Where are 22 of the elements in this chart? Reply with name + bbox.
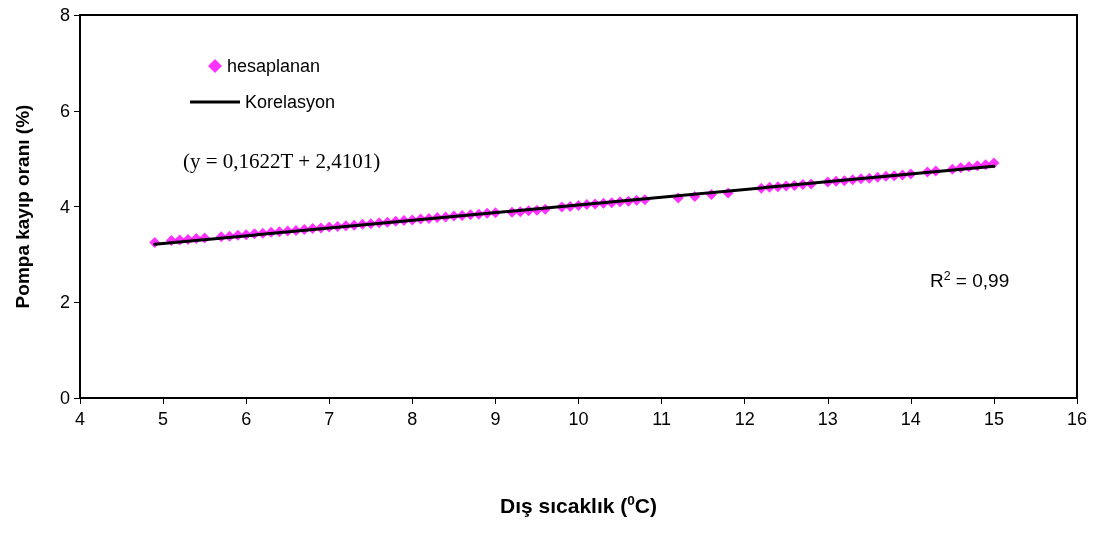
y-tick-label: 4 [59,196,70,217]
y-tick-label: 2 [59,292,70,313]
x-tick-label: 13 [817,409,838,429]
x-tick-label: 16 [1066,409,1088,429]
y-axis-title: Pompa kayıp oranı (%) [12,104,33,309]
x-tick-label: 5 [158,409,169,429]
x-tick-label: 7 [324,409,335,429]
y-tick-label: 8 [59,5,70,25]
x-tick-label: 4 [74,409,86,429]
y-tick-label: 6 [59,100,70,121]
x-tick-label: 12 [734,409,755,429]
y-tick-label: 0 [59,388,70,408]
annotation: (y = 0,1622T + 2,4101) [183,148,381,173]
x-tick-label: 8 [407,409,418,429]
legend-label: hesaplanan [227,56,321,76]
x-tick-label: 11 [652,409,671,429]
x-tick-label: 15 [983,409,1004,429]
legend-label: Korelasyon [245,92,336,112]
x-tick-label: 6 [241,409,252,429]
x-tick-label: 9 [490,409,501,429]
x-tick-label: 10 [568,409,589,429]
x-tick-label: 14 [900,409,921,429]
